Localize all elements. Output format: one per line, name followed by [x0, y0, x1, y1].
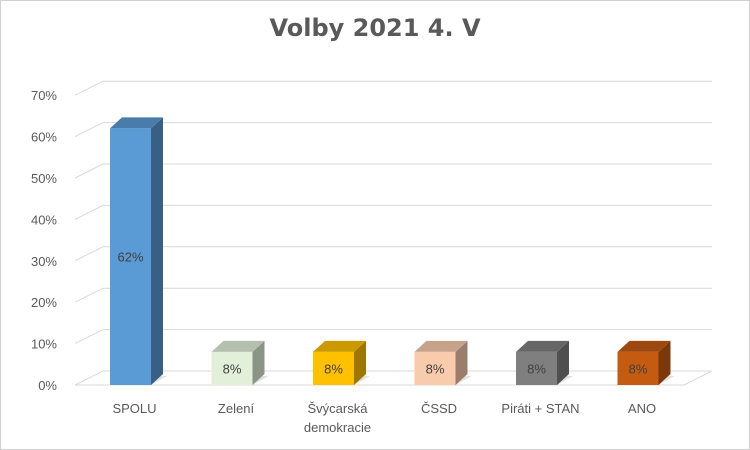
bar: 8%: [313, 340, 370, 385]
x-tick-label: ČSSD: [421, 401, 457, 416]
gridlines: [74, 80, 713, 386]
chart-title: Volby 2021 4. V: [269, 14, 481, 42]
bar-side: [658, 340, 671, 385]
gridline: [74, 246, 712, 262]
bar-top: [110, 117, 163, 129]
y-tick-label: 50%: [31, 171, 57, 186]
y-tick-label: 60%: [31, 130, 57, 145]
floor-edge: [683, 370, 713, 386]
bar-side: [455, 340, 468, 385]
bar-front: [516, 351, 557, 385]
y-axis: 0% 10% 20% 30% 40% 50% 60% 70%: [31, 88, 57, 393]
x-axis: SPOLU Zelení Švýcarská demokracie ČSSD Piráti…: [112, 401, 656, 435]
bar: 8%: [211, 340, 269, 385]
bar-side: [151, 117, 163, 385]
y-tick-label: 20%: [31, 295, 57, 310]
data-label: 8%: [324, 361, 343, 376]
y-tick-label: 10%: [31, 337, 57, 352]
data-label: 8%: [223, 361, 242, 376]
gridline: [74, 80, 712, 96]
bar-front: [617, 351, 659, 385]
data-label: 8%: [527, 361, 546, 376]
bar: 8%: [617, 340, 675, 385]
bar: 62%: [110, 117, 167, 385]
x-tick-label: SPOLU: [112, 401, 156, 416]
bar-side: [354, 340, 366, 385]
x-tick-label: Švýcarská demokracie: [304, 401, 371, 435]
gridline: [74, 163, 712, 179]
data-label: 8%: [629, 361, 648, 376]
bar-side: [557, 340, 569, 385]
bar: 8%: [414, 340, 472, 385]
x-tick-label: Zelení: [218, 401, 255, 416]
bar-top: [516, 340, 569, 352]
bars: 62% 8% 8% 8% 8% 8%: [110, 117, 675, 385]
gridline: [74, 329, 712, 345]
x-tick-label: ANO: [628, 401, 656, 416]
data-label: 62%: [117, 250, 143, 265]
y-tick-label: 30%: [31, 254, 57, 269]
bar-front: [110, 128, 151, 385]
y-tick-label: 40%: [31, 212, 57, 227]
y-tick-label: 0%: [38, 378, 57, 393]
bar-front: [211, 351, 253, 385]
bar-side: [252, 340, 265, 385]
gridline: [74, 204, 712, 220]
gridline: [74, 370, 712, 386]
data-label: 8%: [426, 361, 445, 376]
gridline: [74, 287, 712, 303]
bar-top: [414, 340, 468, 352]
bar: 8%: [516, 340, 573, 385]
bar-top: [617, 340, 671, 352]
y-tick-label: 70%: [31, 88, 57, 103]
bar-top: [211, 340, 265, 352]
bar-top: [313, 340, 366, 352]
gridline: [74, 122, 712, 138]
bar-front: [414, 351, 456, 385]
x-tick-label: Piráti + STAN: [501, 401, 579, 416]
bar-front: [313, 351, 354, 385]
